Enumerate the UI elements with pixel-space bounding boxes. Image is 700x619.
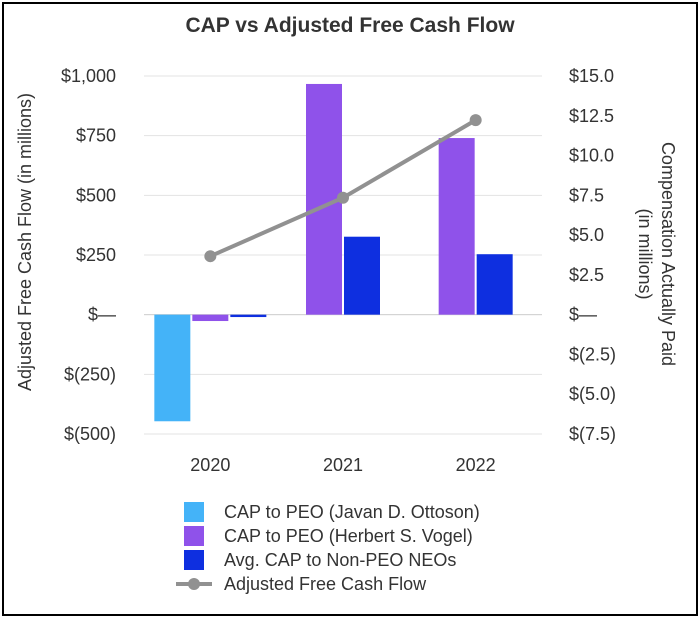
right-axis-label-line1: Compensation Actually Paid	[658, 142, 678, 366]
right-tick-label: $2.5	[569, 265, 604, 285]
right-axis-label-line2: (in millions)	[635, 208, 655, 299]
bars	[154, 83, 513, 422]
fcf-line	[204, 114, 482, 263]
right-tick-label: $—	[569, 305, 597, 325]
legend-swatch	[184, 502, 204, 522]
right-tick-label: $15.0	[569, 66, 614, 86]
category-labels: 2020 2021 2022	[190, 455, 495, 475]
bar	[192, 314, 229, 322]
right-tick-label: $(7.5)	[569, 424, 616, 444]
chart-title: CAP vs Adjusted Free Cash Flow	[185, 14, 515, 37]
category-label: 2022	[456, 455, 496, 475]
fcf-point	[469, 114, 482, 127]
left-tick-label: $(500)	[64, 424, 116, 444]
right-tick-label: $(2.5)	[569, 344, 616, 364]
legend-label: Avg. CAP to Non-PEO NEOs	[224, 550, 456, 570]
left-axis-label: Adjusted Free Cash Flow (in millions)	[15, 93, 35, 391]
left-tick-label: $500	[76, 185, 116, 205]
right-axis-ticks: $15.0 $12.5 $10.0 $7.5 $5.0 $2.5 $— $(2.5) $(5.0…	[569, 66, 616, 444]
legend-point-swatch	[188, 578, 200, 590]
right-tick-label: $7.5	[569, 185, 604, 205]
fcf-point	[337, 191, 349, 204]
left-tick-label: $1,000	[61, 66, 116, 86]
bar	[438, 138, 475, 315]
left-tick-label: $250	[76, 245, 116, 265]
bar	[230, 314, 267, 318]
right-tick-label: $10.0	[569, 146, 614, 166]
category-label: 2020	[190, 455, 230, 475]
category-label: 2021	[323, 455, 363, 475]
legend-label: Adjusted Free Cash Flow	[224, 574, 427, 594]
legend-label: CAP to PEO (Herbert S. Vogel)	[224, 526, 473, 546]
legend-label: CAP to PEO (Javan D. Ottoson)	[224, 502, 480, 522]
bar	[154, 314, 191, 422]
bar	[344, 236, 380, 315]
right-tick-label: $5.0	[569, 225, 604, 245]
right-tick-label: $(5.0)	[569, 384, 616, 404]
bar	[476, 254, 513, 315]
left-tick-label: $750	[76, 126, 116, 146]
legend-swatch	[184, 526, 204, 546]
right-tick-label: $12.5	[569, 106, 614, 126]
left-tick-label: $—	[88, 305, 116, 325]
left-axis-ticks: $1,000 $750 $500 $250 $— $(250) $(500)	[61, 66, 116, 444]
legend: CAP to PEO (Javan D. Ottoson) CAP to PEO …	[176, 502, 480, 594]
legend-swatch	[184, 550, 204, 570]
fcf-line-path	[209, 118, 477, 259]
fcf-point	[204, 250, 217, 263]
left-tick-label: $(250)	[64, 364, 116, 384]
chart: CAP vs Adjusted Free Cash Flow $1,000 $75…	[15, 14, 678, 594]
